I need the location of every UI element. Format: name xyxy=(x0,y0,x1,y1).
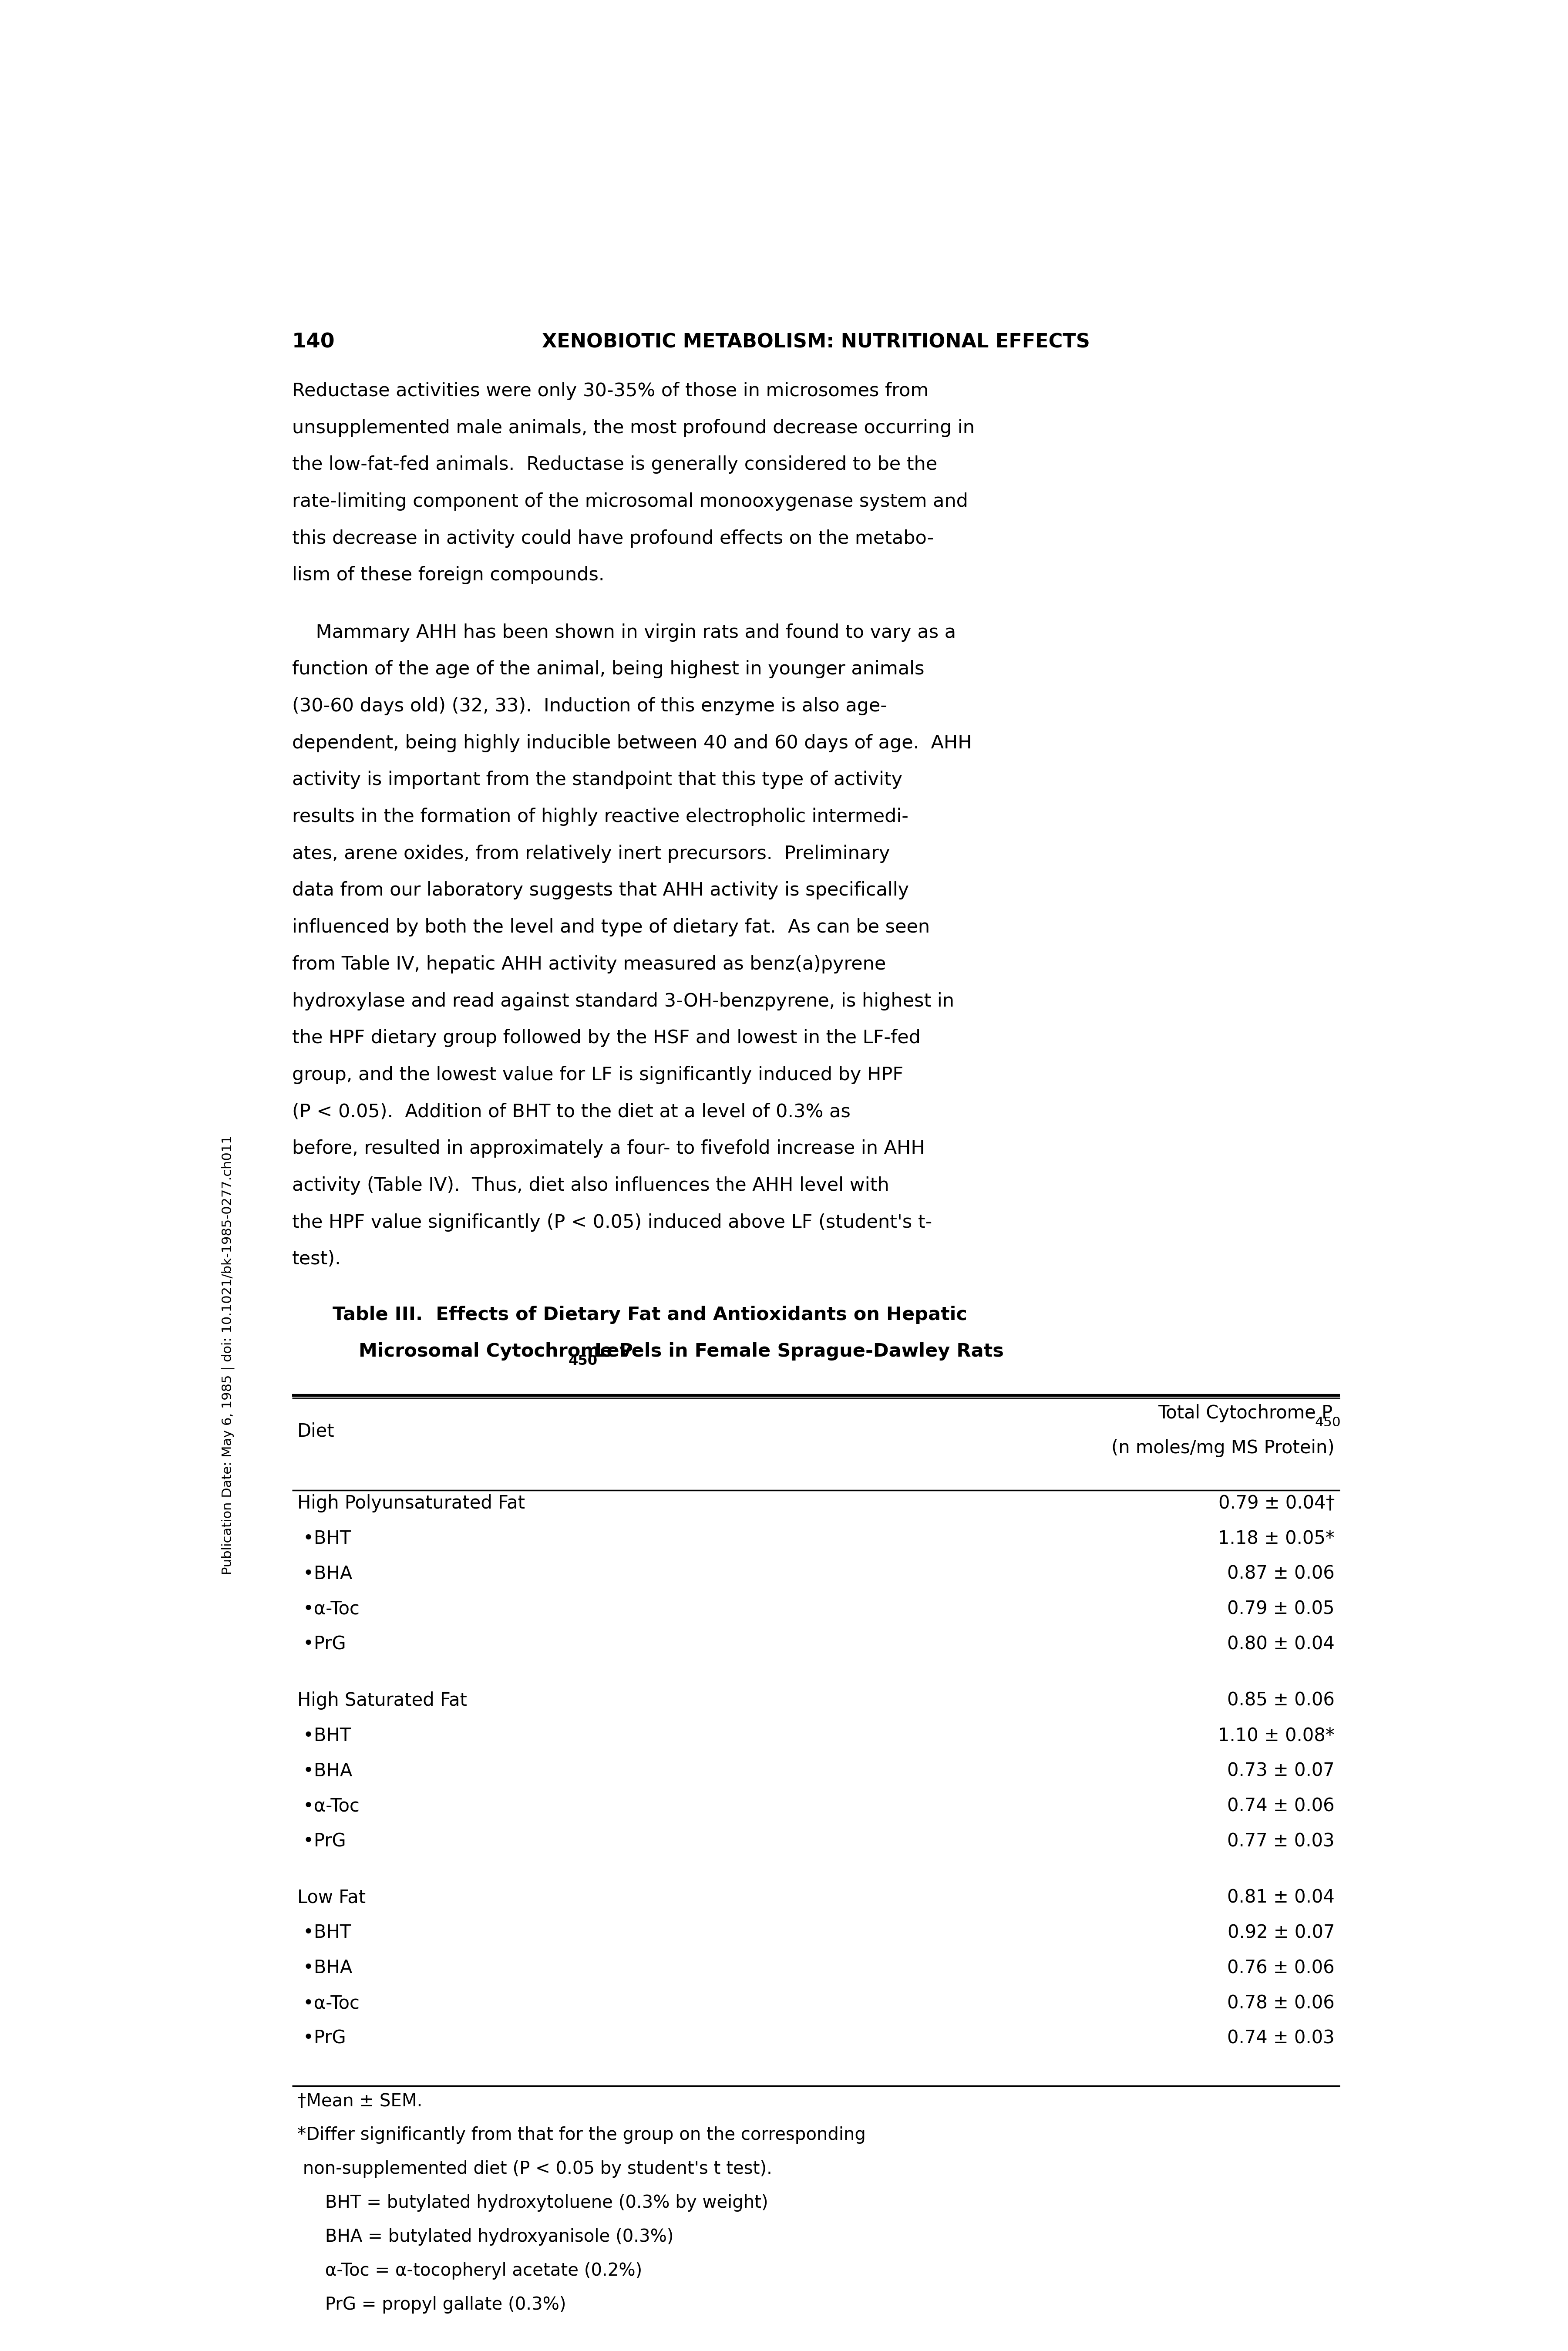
Text: activity is important from the standpoint that this type of activity: activity is important from the standpoin… xyxy=(292,771,903,790)
Text: Table III.  Effects of Dietary Fat and Antioxidants on Hepatic: Table III. Effects of Dietary Fat and An… xyxy=(332,1305,967,1324)
Text: 450: 450 xyxy=(1316,1415,1341,1429)
Text: the HPF value significantly (P < 0.05) induced above LF (student's t-: the HPF value significantly (P < 0.05) i… xyxy=(292,1213,931,1232)
Text: before, resulted in approximately a four- to fivefold increase in AHH: before, resulted in approximately a four… xyxy=(292,1140,925,1157)
Text: High Polyunsaturated Fat: High Polyunsaturated Fat xyxy=(298,1495,525,1512)
Text: BHA = butylated hydroxyanisole (0.3%): BHA = butylated hydroxyanisole (0.3%) xyxy=(298,2229,674,2245)
Text: activity (Table IV).  Thus, diet also influences the AHH level with: activity (Table IV). Thus, diet also inf… xyxy=(292,1176,889,1194)
Text: •α-Toc: •α-Toc xyxy=(298,1796,359,1815)
Text: results in the formation of highly reactive electropholic intermedi-: results in the formation of highly react… xyxy=(292,809,908,825)
Text: •BHT: •BHT xyxy=(298,1531,351,1547)
Text: Levels in Female Sprague-Dawley Rats: Levels in Female Sprague-Dawley Rats xyxy=(588,1342,1004,1361)
Text: this decrease in activity could have profound effects on the metabo-: this decrease in activity could have pro… xyxy=(292,529,935,548)
Text: 1.10 ± 0.08*: 1.10 ± 0.08* xyxy=(1218,1726,1334,1744)
Text: •BHA: •BHA xyxy=(298,1958,353,1977)
Text: •PrG: •PrG xyxy=(298,2029,347,2048)
Text: 0.79 ± 0.05: 0.79 ± 0.05 xyxy=(1228,1599,1334,1617)
Text: •BHA: •BHA xyxy=(298,1761,353,1780)
Text: function of the age of the animal, being highest in younger animals: function of the age of the animal, being… xyxy=(292,661,925,679)
Text: Low Fat: Low Fat xyxy=(298,1888,365,1907)
Text: 0.81 ± 0.04: 0.81 ± 0.04 xyxy=(1228,1888,1334,1907)
Text: from Table IV, hepatic AHH activity measured as benz(a)pyrene: from Table IV, hepatic AHH activity meas… xyxy=(292,955,886,973)
Text: 0.92 ± 0.07: 0.92 ± 0.07 xyxy=(1228,1923,1334,1942)
Text: influenced by both the level and type of dietary fat.  As can be seen: influenced by both the level and type of… xyxy=(292,919,930,936)
Text: group, and the lowest value for LF is significantly induced by HPF: group, and the lowest value for LF is si… xyxy=(292,1065,903,1084)
Text: non-supplemented diet (P < 0.05 by student's t test).: non-supplemented diet (P < 0.05 by stude… xyxy=(298,2161,771,2177)
Text: •BHA: •BHA xyxy=(298,1566,353,1582)
Text: 0.79 ± 0.04†: 0.79 ± 0.04† xyxy=(1218,1495,1334,1512)
Text: ates, arene oxides, from relatively inert precursors.  Preliminary: ates, arene oxides, from relatively iner… xyxy=(292,844,891,863)
Text: unsupplemented male animals, the most profound decrease occurring in: unsupplemented male animals, the most pr… xyxy=(292,418,975,437)
Text: XENOBIOTIC METABOLISM: NUTRITIONAL EFFECTS: XENOBIOTIC METABOLISM: NUTRITIONAL EFFEC… xyxy=(543,334,1090,350)
Text: •α-Toc: •α-Toc xyxy=(298,1994,359,2012)
Text: 0.77 ± 0.03: 0.77 ± 0.03 xyxy=(1228,1831,1334,1850)
Text: 0.85 ± 0.06: 0.85 ± 0.06 xyxy=(1228,1690,1334,1709)
Text: the low-fat-fed animals.  Reductase is generally considered to be the: the low-fat-fed animals. Reductase is ge… xyxy=(292,456,938,475)
Text: •BHT: •BHT xyxy=(298,1923,351,1942)
Text: data from our laboratory suggests that AHH activity is specifically: data from our laboratory suggests that A… xyxy=(292,882,909,900)
Text: Microsomal Cytochrome P: Microsomal Cytochrome P xyxy=(332,1342,633,1361)
Text: •BHT: •BHT xyxy=(298,1726,351,1744)
Text: •α-Toc: •α-Toc xyxy=(298,1599,359,1617)
Text: α-Toc = α-tocopheryl acetate (0.2%): α-Toc = α-tocopheryl acetate (0.2%) xyxy=(298,2262,641,2280)
Text: 140: 140 xyxy=(292,331,336,353)
Text: hydroxylase and read against standard 3-OH-benzpyrene, is highest in: hydroxylase and read against standard 3-… xyxy=(292,992,955,1011)
Text: 450: 450 xyxy=(568,1354,597,1368)
Text: 0.80 ± 0.04: 0.80 ± 0.04 xyxy=(1228,1634,1334,1653)
Text: Diet: Diet xyxy=(298,1422,334,1441)
Text: BHT = butylated hydroxytoluene (0.3% by weight): BHT = butylated hydroxytoluene (0.3% by … xyxy=(298,2193,768,2212)
Text: PrG = propyl gallate (0.3%): PrG = propyl gallate (0.3%) xyxy=(298,2297,566,2313)
Text: Mammary AHH has been shown in virgin rats and found to vary as a: Mammary AHH has been shown in virgin rat… xyxy=(292,623,956,642)
Text: test).: test). xyxy=(292,1251,342,1270)
Text: dependent, being highly inducible between 40 and 60 days of age.  AHH: dependent, being highly inducible betwee… xyxy=(292,734,972,752)
Text: Total Cytochrome P: Total Cytochrome P xyxy=(1157,1404,1333,1422)
Text: •PrG: •PrG xyxy=(298,1831,347,1850)
Text: the HPF dietary group followed by the HSF and lowest in the LF-fed: the HPF dietary group followed by the HS… xyxy=(292,1030,920,1046)
Text: (30-60 days old) (32, 33).  Induction of this enzyme is also age-: (30-60 days old) (32, 33). Induction of … xyxy=(292,696,887,715)
Text: •PrG: •PrG xyxy=(298,1634,347,1653)
Text: 0.73 ± 0.07: 0.73 ± 0.07 xyxy=(1228,1761,1334,1780)
Text: *Differ significantly from that for the group on the corresponding: *Differ significantly from that for the … xyxy=(298,2128,866,2144)
Text: lism of these foreign compounds.: lism of these foreign compounds. xyxy=(292,567,605,585)
Text: 0.78 ± 0.06: 0.78 ± 0.06 xyxy=(1228,1994,1334,2012)
Text: rate-limiting component of the microsomal monooxygenase system and: rate-limiting component of the microsoma… xyxy=(292,491,967,510)
Text: Reductase activities were only 30-35% of those in microsomes from: Reductase activities were only 30-35% of… xyxy=(292,381,928,400)
Text: Publication Date: May 6, 1985 | doi: 10.1021/bk-1985-0277.ch011: Publication Date: May 6, 1985 | doi: 10.… xyxy=(221,1136,235,1575)
Text: 1.18 ± 0.05*: 1.18 ± 0.05* xyxy=(1218,1531,1334,1547)
Text: †Mean ± SEM.: †Mean ± SEM. xyxy=(298,2092,422,2111)
Text: 0.74 ± 0.06: 0.74 ± 0.06 xyxy=(1228,1796,1334,1815)
Text: (P < 0.05).  Addition of BHT to the diet at a level of 0.3% as: (P < 0.05). Addition of BHT to the diet … xyxy=(292,1103,850,1121)
Text: High Saturated Fat: High Saturated Fat xyxy=(298,1690,467,1709)
Text: 0.76 ± 0.06: 0.76 ± 0.06 xyxy=(1228,1958,1334,1977)
Text: 0.74 ± 0.03: 0.74 ± 0.03 xyxy=(1228,2029,1334,2048)
Text: 0.87 ± 0.06: 0.87 ± 0.06 xyxy=(1228,1566,1334,1582)
Text: (n moles/mg MS Protein): (n moles/mg MS Protein) xyxy=(1112,1439,1334,1458)
